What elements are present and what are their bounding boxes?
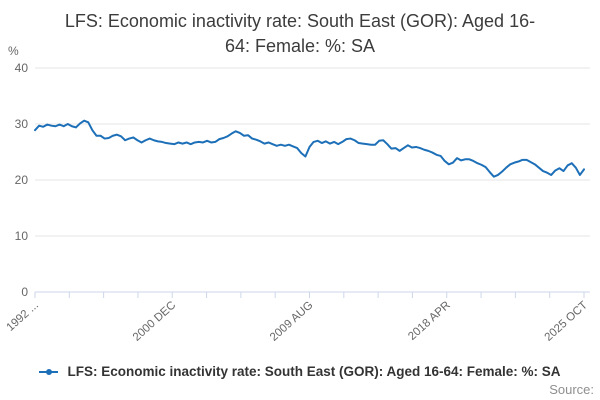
x-tick-label: 2000 DEC	[131, 299, 178, 343]
legend-dot-icon	[45, 368, 52, 375]
series-line	[34, 119, 585, 178]
x-tick-label: 2025 OCT	[543, 299, 590, 343]
y-axis-unit-label: %	[8, 44, 19, 58]
chart-title: LFS: Economic inactivity rate: South Eas…	[0, 9, 600, 59]
legend-line-marker-icon	[39, 368, 59, 375]
legend-label: LFS: Economic inactivity rate: South Eas…	[67, 364, 561, 379]
x-tick-label: 1992 ...	[4, 299, 41, 334]
y-tick-label-20: 20	[15, 173, 29, 187]
legend: LFS: Economic inactivity rate: South Eas…	[0, 364, 600, 379]
y-tick-label-30: 30	[15, 117, 29, 131]
source-label: Source:	[549, 382, 594, 397]
y-tick-label-10: 10	[15, 229, 29, 243]
chart-title-line-2: 64: Female: %: SA	[224, 36, 376, 56]
x-tick-label: 2018 APR	[406, 299, 453, 343]
x-tick-label: 2009 AUG	[268, 299, 316, 343]
chart-title-line-1: LFS: Economic inactivity rate: South Eas…	[64, 11, 536, 31]
y-tick-label-40: 40	[15, 61, 29, 75]
y-tick-label-0: 0	[21, 285, 28, 299]
legend-item[interactable]: LFS: Economic inactivity rate: South Eas…	[39, 364, 561, 379]
